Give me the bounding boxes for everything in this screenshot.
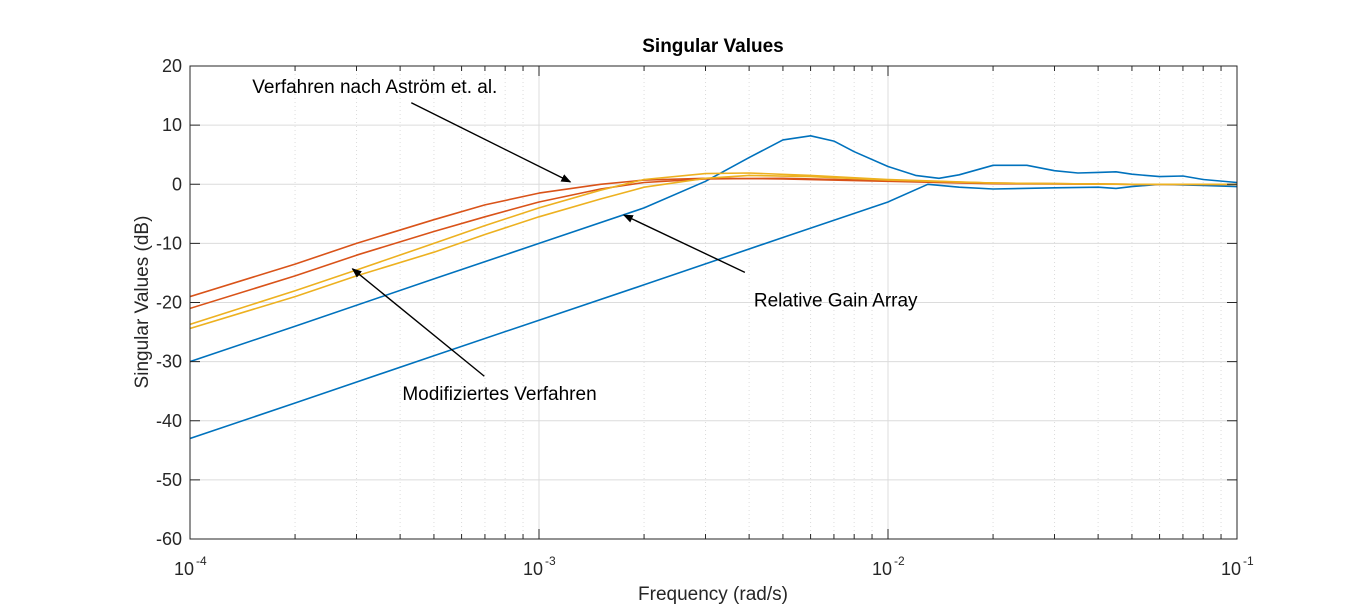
x-tick-labels: 10 -4 10 -3 10 -2 10 -1 xyxy=(174,554,1254,579)
x-tick-label: 10 xyxy=(174,559,194,579)
x-tick-label: 10 xyxy=(872,559,892,579)
y-tick-label: -20 xyxy=(156,293,182,313)
y-tick-label: -50 xyxy=(156,470,182,490)
series-line-2 xyxy=(190,183,1237,440)
chart-title: Singular Values xyxy=(642,36,784,57)
y-tick-labels: 20 10 0 -10 -20 -30 -40 -50 -60 xyxy=(156,56,182,549)
annotation-arrow xyxy=(622,214,746,273)
x-axis-label: Frequency (rad/s) xyxy=(638,584,788,604)
y-tick-label: -30 xyxy=(156,352,182,372)
y-tick-label: -40 xyxy=(156,411,182,431)
x-tick-label-exponent: -4 xyxy=(196,554,207,568)
y-tick-label: -10 xyxy=(156,233,182,253)
x-tick-label: 10 xyxy=(1221,559,1241,579)
annotation-text: Verfahren nach Aström et. al. xyxy=(252,77,497,98)
x-tick-label-exponent: -2 xyxy=(894,554,905,568)
series-line-6 xyxy=(190,174,1237,330)
annotation-text: Modifiziertes Verfahren xyxy=(402,384,596,405)
y-axis-label: Singular Values (dB) xyxy=(132,216,153,389)
annotation-arrow xyxy=(351,268,485,377)
y-tick-label: 0 xyxy=(172,174,182,194)
annotation-arrow xyxy=(410,102,572,183)
annotations: Verfahren nach Aström et. al. Relative Ga… xyxy=(252,77,918,405)
grid xyxy=(190,66,1237,539)
series-line-1 xyxy=(190,135,1237,363)
x-tick-label-exponent: -1 xyxy=(1243,554,1254,568)
x-tick-label: 10 xyxy=(523,559,543,579)
series-layer xyxy=(190,135,1237,440)
annotation-text: Relative Gain Array xyxy=(754,290,918,311)
x-tick-label-exponent: -3 xyxy=(545,554,556,568)
tick-marks xyxy=(189,65,1238,540)
y-tick-label: 10 xyxy=(162,115,182,135)
y-tick-label: 20 xyxy=(162,56,182,76)
y-tick-label: -60 xyxy=(156,529,182,549)
